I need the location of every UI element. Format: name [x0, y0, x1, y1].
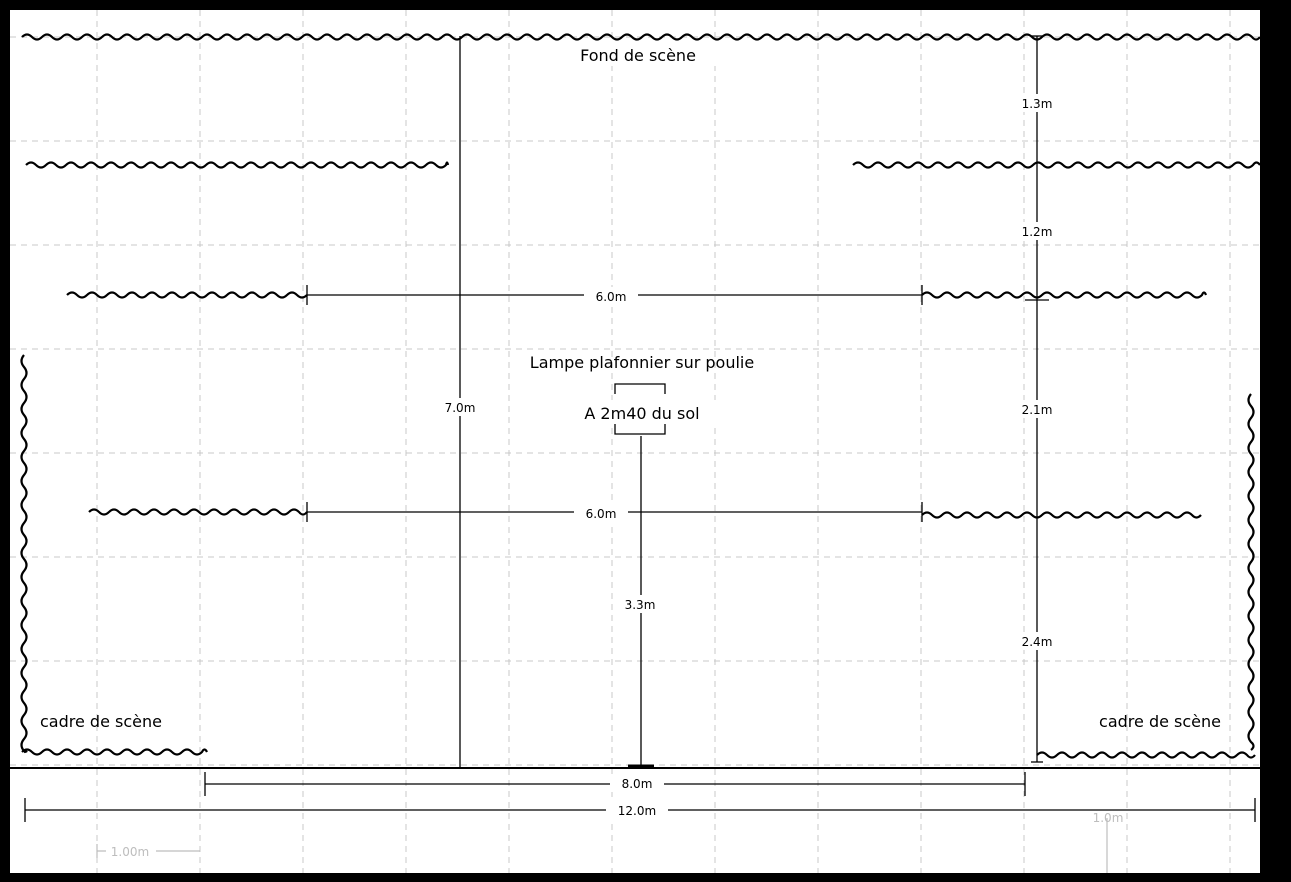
gap-3-label: 2.1m	[1022, 403, 1053, 417]
backdrop-curtain	[21, 33, 1260, 41]
side-curtain-left	[20, 354, 28, 754]
proscenium-right-label: cadre de scène	[1099, 712, 1221, 731]
proscenium-curtain-right	[1036, 751, 1256, 759]
stage-plan-drawing: Fond de scène Lampe plafonnier sur pouli…	[10, 10, 1260, 873]
right-scale-label: 1.0m	[1093, 811, 1124, 825]
proscenium-left-label: cadre de scène	[40, 712, 162, 731]
gap-2-label: 1.2m	[1022, 225, 1053, 239]
grid	[10, 10, 1260, 873]
lamp-to-front-label: 3.3m	[625, 598, 656, 612]
gap-4-label: 2.4m	[1022, 635, 1053, 649]
width-row4-label: 6.0m	[586, 507, 617, 521]
width-row3-label: 6.0m	[596, 290, 627, 304]
side-curtain-right	[1247, 393, 1255, 751]
stage-plan-canvas[interactable]: Fond de scène Lampe plafonnier sur pouli…	[10, 10, 1260, 873]
lamp-height-label: A 2m40 du sol	[584, 404, 699, 423]
lamp-title-label: Lampe plafonnier sur poulie	[530, 353, 754, 372]
total-width-label: 12.0m	[618, 804, 656, 818]
curtain-leg-row2-left	[25, 161, 450, 169]
curtain-leg-row2-right	[852, 161, 1260, 169]
curtain-leg-row4-right	[921, 511, 1202, 519]
proscenium-curtain-left	[21, 748, 208, 756]
curtain-leg-row3-right	[921, 291, 1208, 299]
lamp-symbol	[614, 383, 666, 435]
backdrop-label: Fond de scène	[580, 46, 696, 65]
opening-width-label: 8.0m	[622, 777, 653, 791]
gap-1-label: 1.3m	[1022, 97, 1053, 111]
depth-total-label: 7.0m	[445, 401, 476, 415]
curtain-leg-row3-left	[66, 291, 308, 299]
curtain-leg-row4-left	[88, 508, 308, 516]
grid-unit-label: 1.00m	[111, 845, 149, 859]
